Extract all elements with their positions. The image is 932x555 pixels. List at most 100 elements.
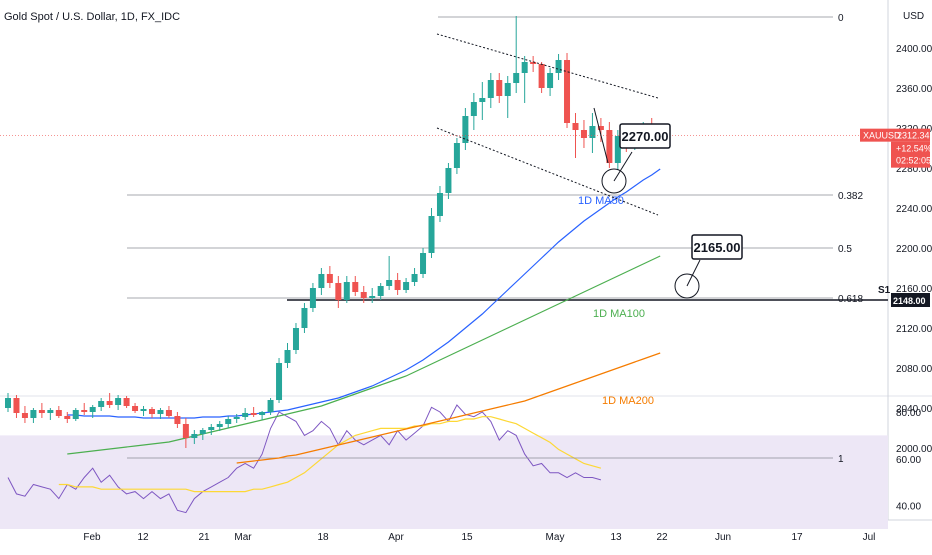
time-tick-label: Jul (863, 532, 876, 543)
candle-body (462, 116, 469, 143)
candle-body (377, 286, 384, 296)
candle-body (81, 410, 88, 412)
candle-body (233, 417, 240, 419)
candle-body (174, 416, 181, 424)
price-axis[interactable]: 2000.00 2040.00 2080.00 2120.00 2160.00 2200.… (860, 44, 932, 513)
time-axis[interactable]: Feb 12 21 Mar 18 Apr 15 May 13 22 Jun 17 Jul (83, 532, 875, 543)
candle-body (386, 280, 393, 286)
candle (191, 430, 198, 444)
candle-body (55, 410, 62, 416)
time-tick-label: Jun (715, 532, 731, 543)
candle-body (115, 398, 122, 405)
candle (98, 398, 105, 411)
candle (318, 268, 325, 295)
candle-body (530, 62, 537, 64)
time-tick-label: 15 (461, 532, 473, 543)
candle-body (547, 73, 554, 88)
candle-body (165, 410, 172, 416)
price-tick-label: 2400.00 (896, 44, 932, 55)
candle-body (106, 401, 113, 405)
candle (284, 343, 291, 368)
candle-body (369, 296, 376, 298)
ma100-label: 1D MA100 (593, 308, 645, 320)
candle (276, 358, 283, 403)
candle (487, 73, 494, 108)
candle-body (555, 60, 562, 73)
countdown: 02:52:05 (896, 156, 931, 166)
candle-body (343, 282, 350, 300)
candle-body (470, 102, 477, 116)
candle-body (504, 83, 511, 96)
candle-body (580, 130, 587, 138)
candle (597, 118, 604, 142)
candle-body (521, 62, 528, 73)
candle-body (191, 434, 198, 438)
candle-body (352, 282, 359, 292)
candle-body (250, 413, 257, 415)
annotations: 2270.00 2165.00 (0, 33, 888, 299)
rsi-tick-label: 60.00 (896, 455, 921, 466)
candle-body (453, 143, 460, 168)
ma200-label: 1D MA200 (602, 395, 654, 407)
candle-body (242, 413, 249, 417)
ma50-line (67, 168, 661, 419)
candle (89, 405, 96, 418)
candle-body (30, 410, 37, 418)
candle (428, 208, 435, 258)
candle (445, 163, 452, 199)
price-tick-label: 2240.00 (896, 204, 932, 215)
candle-body (614, 136, 621, 163)
candle-body (394, 280, 401, 290)
candle (21, 406, 28, 423)
candle (38, 403, 45, 418)
candle (81, 403, 88, 415)
candle (250, 407, 257, 417)
candle-body (89, 407, 96, 412)
candle-body (284, 350, 291, 363)
rsi-tick-label: 40.00 (896, 502, 921, 513)
candle-body (428, 216, 435, 253)
projection-arrow (593, 107, 609, 164)
change-badge (891, 141, 930, 168)
candle (225, 416, 232, 428)
candle-body (21, 413, 28, 418)
candle-body (276, 363, 283, 400)
candle-body (589, 126, 596, 138)
candle (64, 412, 71, 423)
candle (148, 407, 155, 418)
candle (453, 138, 460, 174)
candle (386, 256, 393, 290)
candle-body (496, 80, 503, 96)
candle-body (411, 274, 418, 282)
time-tick-label: 13 (610, 532, 622, 543)
s1-label: S1 (878, 285, 891, 296)
candle (377, 283, 384, 300)
rsi-panel (0, 404, 888, 529)
symbol-tag: XAUUSD (863, 131, 901, 141)
candle (165, 406, 172, 418)
candle (123, 396, 130, 408)
fib-label: 0 (838, 13, 844, 24)
time-tick-label: 17 (791, 532, 803, 543)
candle-body (157, 410, 164, 414)
channel-lower-line (436, 127, 659, 216)
candle (335, 276, 342, 308)
candle (614, 130, 621, 170)
target-box (691, 234, 743, 260)
s1-value: 2148.00 (893, 296, 926, 306)
candle-body (98, 401, 105, 407)
candle (555, 54, 562, 80)
price-tick-label: 2200.00 (896, 244, 932, 255)
candle (55, 406, 62, 418)
candle-body (72, 410, 79, 419)
candle (259, 411, 266, 420)
candle-body (326, 274, 333, 283)
candle (140, 406, 147, 416)
candle (403, 278, 410, 293)
candle (479, 82, 486, 120)
candle-body (318, 274, 325, 288)
candle-body (64, 416, 71, 419)
candle-body (479, 98, 486, 102)
